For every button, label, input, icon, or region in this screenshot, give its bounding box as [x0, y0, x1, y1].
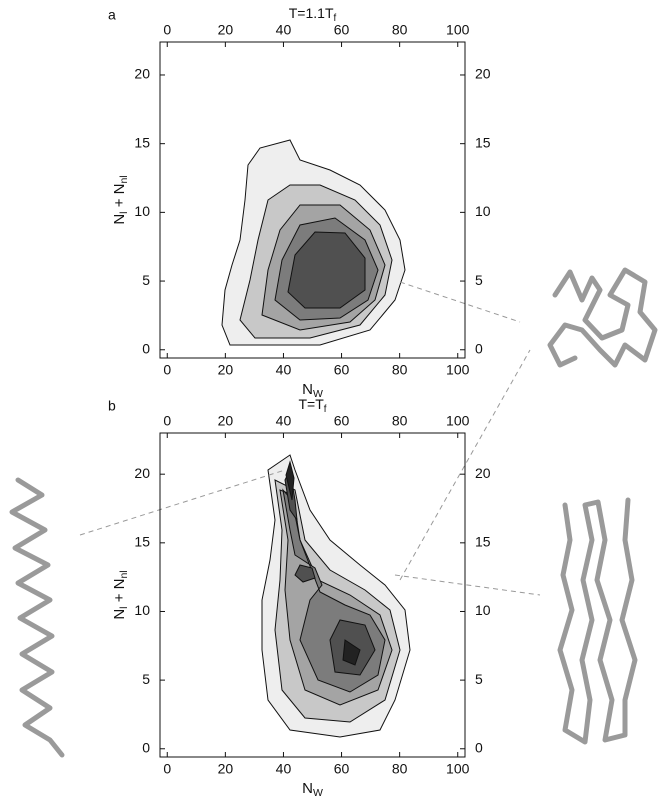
plot-frame: [159, 432, 466, 758]
panel-label: b: [108, 398, 116, 414]
x-tick-label: 100: [446, 413, 470, 429]
subscript: f: [334, 13, 337, 24]
y-tick-label: 20: [475, 66, 491, 82]
x-tick-label: 80: [392, 413, 408, 429]
contour-band: [287, 231, 366, 309]
y-tick-label: 20: [475, 465, 491, 481]
contour-band: [294, 564, 316, 583]
subscript: l: [118, 211, 130, 213]
y-axis-label: Nl + Nnl: [111, 570, 130, 619]
y-tick-label: 20: [134, 66, 150, 82]
x-tick-label: 20: [218, 22, 234, 38]
y-tick-label: 0: [142, 739, 150, 755]
y-tick-label: 15: [134, 534, 150, 550]
x-tick-label: 40: [276, 413, 292, 429]
x-tick-label: 40: [276, 761, 292, 777]
y-tick-label: 0: [475, 340, 483, 356]
x-tick-label: 100: [446, 362, 470, 378]
x-tick-label: 80: [392, 22, 408, 38]
contour-map-a: [221, 139, 406, 346]
y-tick-label: 0: [142, 340, 150, 356]
x-tick-label: 0: [163, 761, 171, 777]
subscript: f: [324, 404, 327, 415]
y-tick-label: 15: [475, 134, 491, 150]
y-tick-label: 5: [142, 272, 150, 288]
y-tick-label: 5: [475, 671, 483, 687]
chart-title: T=Tf: [298, 396, 326, 415]
chart-title: T=1.1Tf: [289, 5, 337, 24]
x-axis-label: NW: [302, 780, 323, 799]
x-tick-label: 80: [392, 761, 408, 777]
y-tick-label: 0: [475, 739, 483, 755]
x-tick-label: 0: [163, 362, 171, 378]
x-tick-label: 60: [334, 22, 350, 38]
structure-compact: [547, 267, 658, 368]
connector: [399, 349, 531, 581]
y-tick-label: 5: [475, 272, 483, 288]
subscript: nl: [118, 570, 130, 578]
x-tick-label: 100: [446, 22, 470, 38]
y-tick-label: 10: [475, 203, 491, 219]
y-tick-label: 5: [142, 671, 150, 687]
contour-band: [342, 639, 361, 666]
x-tick-label: 0: [163, 413, 171, 429]
label-part: T=T: [298, 396, 324, 412]
y-tick-label: 15: [134, 134, 150, 150]
label-part: N: [302, 780, 313, 797]
panel-label: a: [108, 7, 116, 23]
x-tick-label: 20: [218, 362, 234, 378]
connector: [399, 281, 521, 323]
x-tick-label: 60: [334, 761, 350, 777]
x-tick-label: 20: [218, 413, 234, 429]
label-part: + N: [111, 184, 128, 212]
y-tick-label: 15: [475, 534, 491, 550]
label-part: N: [111, 609, 128, 620]
x-tick-label: 60: [334, 413, 350, 429]
x-tick-label: 100: [446, 761, 470, 777]
y-tick-label: 10: [134, 602, 150, 618]
subscript: W: [313, 787, 323, 799]
x-tick-label: 60: [334, 362, 350, 378]
plot-frame: [159, 41, 466, 359]
connector: [394, 574, 541, 596]
x-tick-label: 80: [392, 362, 408, 378]
x-axis-label: NW: [302, 381, 323, 400]
subscript: W: [313, 388, 323, 400]
label-part: T=1.1T: [289, 5, 334, 21]
x-tick-label: 0: [163, 22, 171, 38]
contour-band: [285, 460, 295, 501]
structure-helix: [9, 477, 65, 758]
label-part: + N: [111, 579, 128, 607]
label-part: N: [302, 381, 313, 398]
connector: [79, 469, 286, 536]
label-part: N: [111, 214, 128, 225]
x-tick-label: 20: [218, 761, 234, 777]
y-tick-label: 10: [475, 602, 491, 618]
y-tick-label: 10: [134, 203, 150, 219]
subscript: nl: [118, 175, 130, 183]
y-axis-label: Nl + Nnl: [111, 175, 130, 224]
subscript: l: [118, 606, 130, 608]
structure-hairpin: [557, 497, 638, 745]
contour-map-b: [261, 454, 411, 738]
y-tick-label: 20: [134, 465, 150, 481]
x-tick-label: 40: [276, 362, 292, 378]
x-tick-label: 40: [276, 22, 292, 38]
